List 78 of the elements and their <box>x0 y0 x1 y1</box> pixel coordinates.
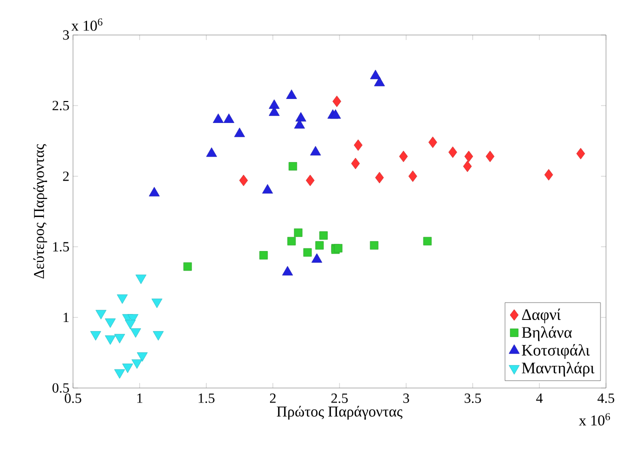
x-axis-title: Πρώτος Παράγοντας <box>276 406 402 420</box>
point <box>224 114 234 123</box>
x-tick-label: 2.5 <box>331 394 348 404</box>
legend-label: Βηλάνα <box>522 326 572 342</box>
legend-label: Δαφνί <box>522 308 561 324</box>
point <box>268 106 280 116</box>
point <box>96 310 106 320</box>
point <box>286 90 297 99</box>
point <box>330 109 341 119</box>
point <box>104 318 116 328</box>
point <box>288 162 298 171</box>
point <box>332 96 342 108</box>
point <box>354 139 362 151</box>
y-tick-label: 0.5 <box>52 383 69 393</box>
legend-label: Μαντηλάρι <box>522 362 594 377</box>
x-tick-label: 1.5 <box>198 394 214 403</box>
point <box>287 236 296 246</box>
point <box>486 150 494 162</box>
point <box>310 146 321 156</box>
point <box>544 169 554 180</box>
point <box>448 146 458 158</box>
x-tick-label: 3 <box>403 394 410 403</box>
x-tick-label: 2 <box>270 394 276 403</box>
y-axis-title: Δεύτερος Παράγοντας <box>33 144 48 279</box>
legend-label: Κοτσιφάλι <box>522 344 590 359</box>
point <box>116 294 128 304</box>
y-tick-label: 1 <box>64 312 69 322</box>
point <box>294 119 305 129</box>
point <box>152 331 164 341</box>
point <box>148 186 160 196</box>
point <box>375 172 384 184</box>
point <box>130 328 142 338</box>
point <box>262 184 273 194</box>
x-tick-label: 3.5 <box>464 394 481 404</box>
point <box>351 158 360 170</box>
point <box>399 150 408 162</box>
point <box>408 170 418 182</box>
point <box>183 262 192 271</box>
y-tick-label: 3 <box>63 30 69 40</box>
point <box>370 241 378 250</box>
x-tick-label: 4 <box>536 394 543 403</box>
point <box>152 298 162 308</box>
point <box>114 369 126 379</box>
point <box>268 99 280 109</box>
point <box>370 70 381 80</box>
y-tick-label: 2.5 <box>52 100 69 110</box>
point <box>306 174 315 186</box>
x-tick-label: 1 <box>137 394 142 403</box>
point <box>463 160 472 172</box>
point <box>132 359 142 369</box>
point <box>90 331 102 341</box>
text: x 10$^{6}$ <box>578 413 610 426</box>
y-tick-label: 1.5 <box>53 242 69 252</box>
point <box>319 231 328 240</box>
point <box>334 244 342 252</box>
point <box>295 112 306 122</box>
point <box>239 174 248 186</box>
point <box>234 128 245 138</box>
point <box>114 334 126 344</box>
point <box>122 364 134 374</box>
point <box>294 228 302 237</box>
point <box>464 150 474 162</box>
point <box>576 148 586 160</box>
point <box>428 136 438 148</box>
point <box>124 320 136 330</box>
point <box>206 147 217 157</box>
point <box>136 352 148 362</box>
y-tick-label: 2 <box>63 172 69 181</box>
point <box>315 241 324 250</box>
x-tick-label: 4.5 <box>598 394 614 403</box>
point <box>423 236 432 246</box>
point <box>374 76 385 86</box>
point <box>212 114 224 123</box>
point <box>303 248 312 257</box>
point <box>104 335 116 345</box>
point <box>259 251 268 260</box>
text: x 10$^{6}$ <box>71 18 102 31</box>
point <box>136 274 146 284</box>
